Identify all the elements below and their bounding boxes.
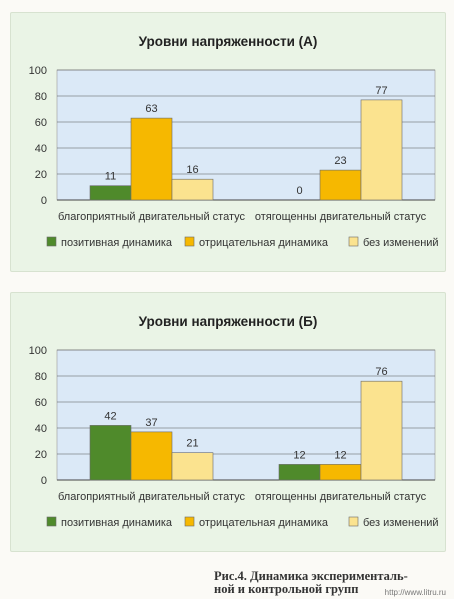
chart-a-bar-unchanged-1	[360, 99, 403, 201]
chart-b-data-label: 12	[293, 449, 305, 461]
chart-a-bar-unchanged-0	[171, 178, 214, 201]
chart-a-title: Уровни напряженности (А)	[139, 34, 318, 49]
chart-a-legend-label-positive: позитивная динамика	[61, 237, 173, 249]
chart-a-legend-swatch-positive	[46, 236, 57, 247]
chart-b-title: Уровни напряженности (Б)	[139, 314, 318, 329]
chart-a-x-tick-label: отягощенны двигательный статус	[255, 211, 427, 223]
chart-b-y-tick-label: 0	[41, 475, 47, 487]
chart-b-bar-negative-0	[130, 431, 173, 481]
chart-a-y-tick-label: 20	[35, 169, 47, 181]
chart-a-data-label: 23	[334, 155, 346, 167]
chart-b-bar-unchanged-0	[171, 452, 214, 481]
watermark: http://www.litru.ru	[384, 588, 446, 597]
chart-a-data-label: 0	[296, 185, 302, 197]
chart-b-bar-positive-1	[278, 464, 321, 481]
chart-a-bar-negative-1	[319, 169, 362, 201]
chart-b-legend-swatch-unchanged	[348, 516, 359, 527]
chart-b-x-tick-label: благоприятный двигательный статус	[58, 491, 246, 503]
chart-b-y-tick-label: 80	[35, 371, 47, 383]
chart-b-svg: Уровни напряженности (Б) 0 20 40 60 80 100 42 37…	[29, 314, 439, 529]
chart-b-data-label: 42	[104, 410, 116, 422]
chart-b-legend-swatch-positive	[46, 516, 57, 527]
chart-a-y-tick-label: 80	[35, 91, 47, 103]
chart-panel-b: Уровни напряженности (Б) 0 20 40 60 80 100 42 37…	[10, 292, 446, 552]
chart-a-svg: Уровни напряженности (А) 0 20 40 60 80 100 11 63…	[29, 34, 439, 249]
chart-a-legend-label-unchanged: без изменений	[363, 237, 439, 249]
chart-a-bar-positive-0	[89, 185, 132, 201]
chart-a-y-tick-label: 40	[35, 143, 47, 155]
chart-b-legend-label-unchanged: без изменений	[363, 517, 439, 529]
chart-a-y-tick-label: 60	[35, 117, 47, 129]
chart-b-data-label: 76	[375, 366, 387, 378]
chart-b-legend-label-positive: позитивная динамика	[61, 517, 173, 529]
chart-panel-a: Уровни напряженности (А) 0 20 40 60 80 100 11 63…	[10, 12, 446, 272]
chart-a-y-tick-label: 100	[29, 65, 47, 77]
figure-caption: Рис.4. Динамика эксперименталь- ной и ко…	[214, 570, 444, 596]
chart-a-legend-swatch-negative	[184, 236, 195, 247]
chart-a-x-tick-label: благоприятный двигательный статус	[58, 211, 246, 223]
chart-b-legend-swatch-negative	[184, 516, 195, 527]
chart-a-bar-negative-0	[130, 117, 173, 201]
caption-line-1: Рис.4. Динамика эксперименталь-	[214, 569, 408, 583]
chart-a-data-label: 63	[145, 103, 157, 115]
chart-b-data-label: 21	[186, 438, 198, 450]
chart-a-data-label: 11	[105, 171, 116, 183]
chart-b-bar-negative-1	[319, 464, 362, 481]
chart-a-data-label: 77	[375, 85, 387, 97]
chart-b-data-label: 12	[334, 449, 346, 461]
chart-a-legend-label-negative: отрицательная динамика	[199, 237, 329, 249]
chart-b-y-tick-label: 60	[35, 397, 47, 409]
chart-b-y-tick-label: 20	[35, 449, 47, 461]
chart-a-data-label: 16	[186, 164, 198, 176]
chart-b-x-tick-label: отягощенны двигательный статус	[255, 491, 427, 503]
chart-a-y-tick-label: 0	[41, 195, 47, 207]
caption-line-2: ной и контрольной групп	[214, 582, 359, 596]
chart-a-legend-swatch-unchanged	[348, 236, 359, 247]
chart-b-bar-positive-0	[89, 425, 132, 481]
chart-b-y-tick-label: 100	[29, 345, 47, 357]
chart-b-bar-unchanged-1	[360, 380, 403, 481]
chart-b-y-tick-label: 40	[35, 423, 47, 435]
chart-b-data-label: 37	[145, 417, 157, 429]
chart-b-legend-label-negative: отрицательная динамика	[199, 517, 329, 529]
